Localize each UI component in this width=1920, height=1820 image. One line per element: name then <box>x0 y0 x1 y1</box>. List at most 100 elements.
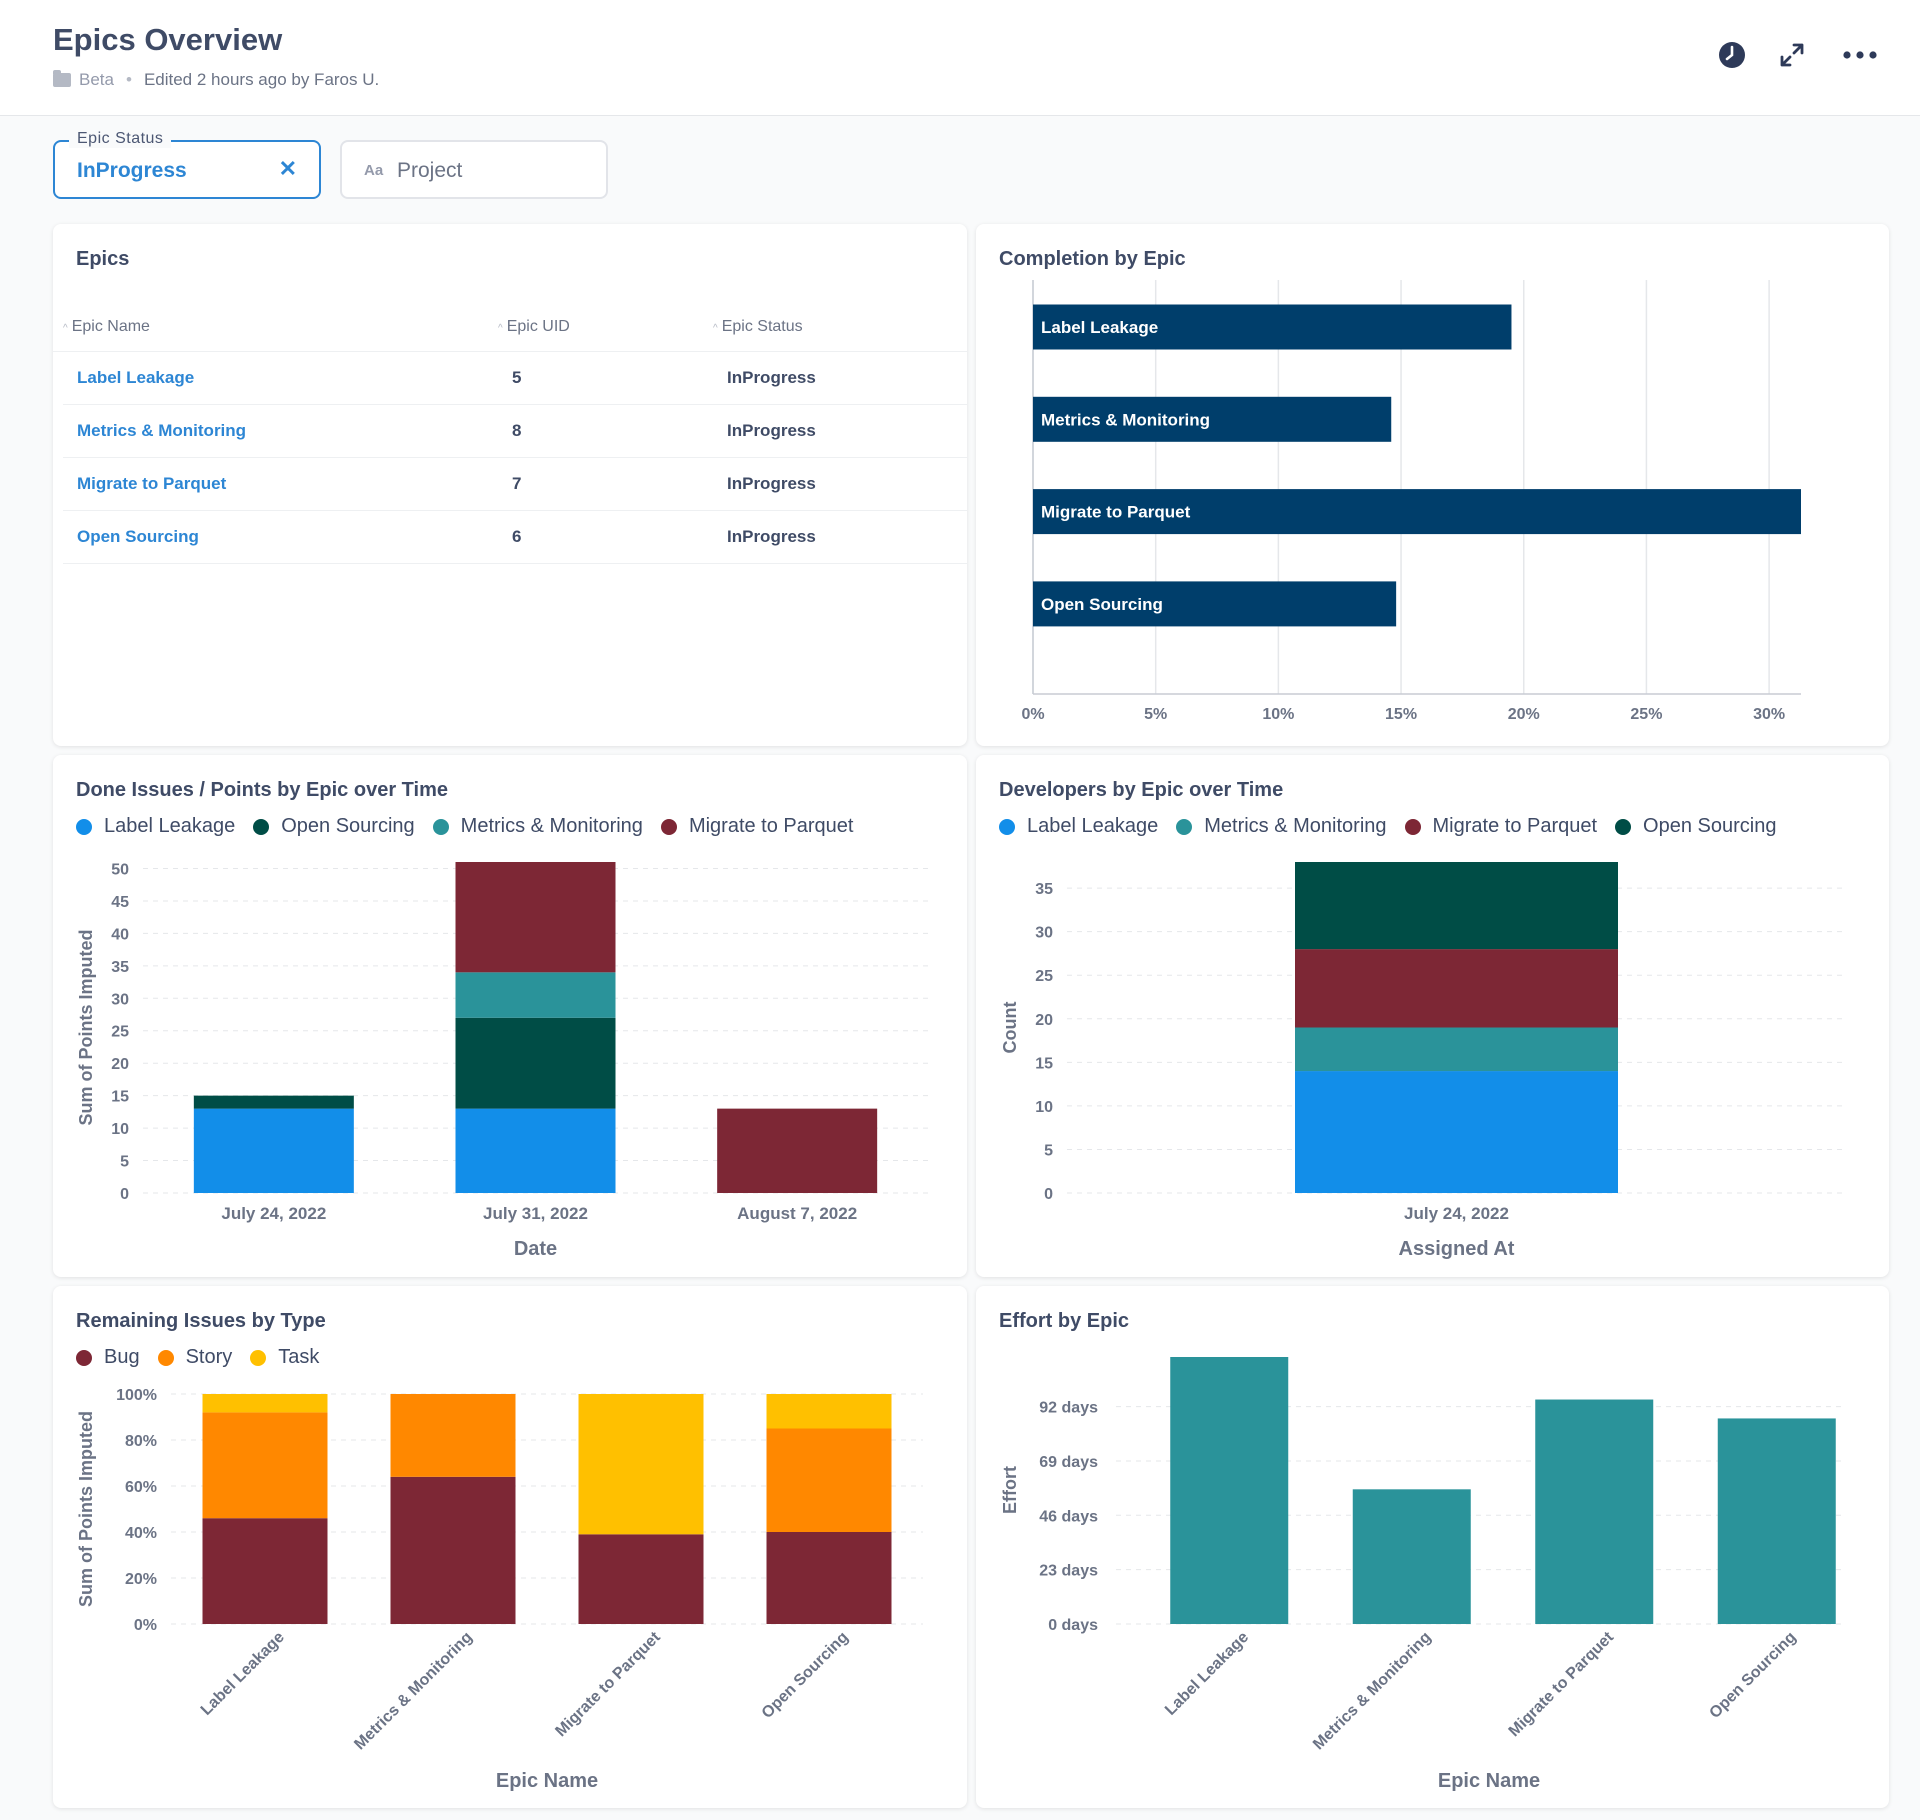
legend-item[interactable]: Label Leakage <box>999 815 1158 838</box>
fullscreen-button[interactable] <box>1777 40 1807 70</box>
y-tick-label: 50 <box>111 861 129 878</box>
bar-segment <box>766 1428 892 1532</box>
last-edited-info[interactable]: Edited 2 hours ago by Faros U. <box>143 70 380 89</box>
y-tick-label: 25 <box>1035 968 1053 985</box>
epic-name-link[interactable]: Migrate to Parquet <box>77 474 227 493</box>
dashboard-header: Epics Overview Beta • Edited 2 hours ago… <box>0 0 1920 116</box>
bar-segment <box>766 1532 892 1624</box>
epic-name-link[interactable]: Label Leakage <box>77 368 195 387</box>
completion-chart: 0% 5% 10% 15% 20% 25% 30% Label Leakage Metrics … <box>1021 280 1801 723</box>
remaining-issues-chart: 0% 20% 40% 60% 80% 100% Label Leakage Metrics &… <box>76 1387 923 1792</box>
filter-value: InProgress <box>77 159 187 182</box>
x-tick-label: Migrate to Parquet <box>552 1628 664 1740</box>
x-axis-title: Assigned At <box>1399 1238 1515 1260</box>
filter-placeholder: Project <box>397 159 463 182</box>
y-axis-title: Count <box>1000 1002 1020 1054</box>
completion-by-epic-card: Completion by Epic 0% 5% 10% 15% 20% 25% 30% La… <box>976 224 1889 746</box>
y-tick-label: 0 <box>1044 1186 1053 1203</box>
x-tick-label: Metrics & Monitoring <box>351 1629 476 1754</box>
x-axis-title: Epic Name <box>1438 1770 1540 1792</box>
close-icon[interactable]: ✕ <box>278 156 297 181</box>
card-title[interactable]: Completion by Epic <box>999 248 1186 270</box>
folder-icon <box>53 70 71 87</box>
epic-status-cell: InProgress <box>727 527 816 546</box>
collection-link[interactable]: Beta <box>79 70 114 89</box>
x-tick-label: 0% <box>1021 706 1044 723</box>
epic-status-filter[interactable]: Epic Status InProgress ✕ <box>53 130 321 199</box>
history-button[interactable] <box>1717 40 1747 70</box>
bar-segment <box>578 1534 704 1624</box>
epic-status-cell: InProgress <box>727 474 816 493</box>
y-axis-title: Effort <box>1000 1466 1020 1514</box>
card-title[interactable]: Epics <box>76 248 130 270</box>
x-tick-label: Migrate to Parquet <box>1506 1628 1618 1740</box>
card-title[interactable]: Remaining Issues by Type <box>76 1310 326 1332</box>
legend-item[interactable]: Story <box>157 1346 232 1369</box>
y-tick-label: 92 days <box>1039 1400 1098 1417</box>
legend-item[interactable]: Bug <box>76 1346 140 1369</box>
expand-icon <box>1780 43 1804 67</box>
legend-item[interactable]: Migrate to Parquet <box>660 815 853 838</box>
x-tick-label: Label Leakage <box>1162 1629 1252 1719</box>
legend-item[interactable]: Open Sourcing <box>1615 815 1776 838</box>
remaining-issues-card: Remaining Issues by Type Bug Story Task … <box>53 1286 967 1808</box>
bar-segment <box>455 972 616 1018</box>
column-header-epic-uid[interactable]: ^ Epic UID <box>498 318 570 335</box>
bar-segment <box>578 1394 704 1535</box>
legend-item[interactable]: Migrate to Parquet <box>1404 815 1597 838</box>
column-header-epic-name[interactable]: ^ Epic Name <box>63 318 150 335</box>
card-title[interactable]: Effort by Epic <box>999 1310 1130 1332</box>
epic-status-cell: InProgress <box>727 368 816 387</box>
epic-status-cell: InProgress <box>727 421 816 440</box>
legend-item[interactable]: Metrics & Monitoring <box>432 815 643 838</box>
y-axis-title: Sum of Points Imputed <box>76 930 96 1126</box>
x-tick-label: 15% <box>1385 706 1417 723</box>
y-tick-label: 10 <box>1035 1099 1053 1116</box>
epics-table-card: Epics ^ Epic Name ^ Epic UID ^ Epic Status … <box>53 224 967 746</box>
project-filter[interactable]: Aa Project <box>340 140 608 199</box>
card-title[interactable]: Done Issues / Points by Epic over Time <box>76 779 448 801</box>
effort-by-epic-card: Effort by Epic 0 days 23 days 46 days 69 da… <box>976 1286 1889 1808</box>
legend-item[interactable]: Task <box>250 1346 319 1369</box>
legend-item[interactable]: Open Sourcing <box>253 815 415 838</box>
y-tick-label: 15 <box>1035 1055 1053 1072</box>
x-tick-label: 5% <box>1144 706 1167 723</box>
more-options-button[interactable] <box>1840 40 1880 70</box>
x-tick-label: 20% <box>1508 706 1540 723</box>
bar-segment <box>390 1394 516 1477</box>
y-tick-label: 100% <box>116 1387 157 1404</box>
epic-uid-cell: 5 <box>512 368 522 387</box>
x-tick-label: Metrics & Monitoring <box>1310 1629 1435 1754</box>
y-tick-label: 25 <box>111 1024 129 1041</box>
y-tick-label: 20 <box>111 1056 129 1073</box>
page-title: Epics Overview <box>53 22 283 57</box>
x-tick-label: July 24, 2022 <box>221 1204 326 1223</box>
chart-legend: Label Leakage Open Sourcing Metrics & Mo… <box>76 815 871 838</box>
separator-dot: • <box>125 70 132 89</box>
epic-name-link[interactable]: Open Sourcing <box>77 527 199 546</box>
legend-item[interactable]: Label Leakage <box>76 815 235 838</box>
y-axis-title: Sum of Points Imputed <box>76 1411 96 1607</box>
bar-segment <box>1295 1071 1618 1193</box>
y-tick-label: 15 <box>111 1089 129 1106</box>
table-row: Label Leakage 5 InProgress <box>63 352 967 405</box>
y-tick-label: 5 <box>120 1154 129 1171</box>
epic-uid-cell: 8 <box>512 421 522 440</box>
y-tick-label: 10 <box>111 1121 129 1138</box>
table-row: Migrate to Parquet 7 InProgress <box>63 458 967 511</box>
y-tick-label: 46 days <box>1039 1508 1098 1525</box>
card-title[interactable]: Developers by Epic over Time <box>999 779 1284 801</box>
bar-segment <box>455 1017 616 1109</box>
column-header-epic-status[interactable]: ^ Epic Status <box>713 318 803 335</box>
bar-label: Label Leakage <box>1041 318 1158 337</box>
x-tick-label: July 24, 2022 <box>1404 1204 1509 1223</box>
y-tick-label: 35 <box>1035 881 1053 898</box>
epic-name-link[interactable]: Metrics & Monitoring <box>77 421 247 440</box>
y-tick-label: 45 <box>111 894 129 911</box>
bar-segment <box>202 1394 328 1413</box>
bar <box>1717 1418 1836 1624</box>
bar-segment <box>1295 1027 1618 1072</box>
y-tick-label: 20 <box>1035 1012 1053 1029</box>
x-tick-label: July 31, 2022 <box>483 1204 588 1223</box>
legend-item[interactable]: Metrics & Monitoring <box>1176 815 1387 838</box>
